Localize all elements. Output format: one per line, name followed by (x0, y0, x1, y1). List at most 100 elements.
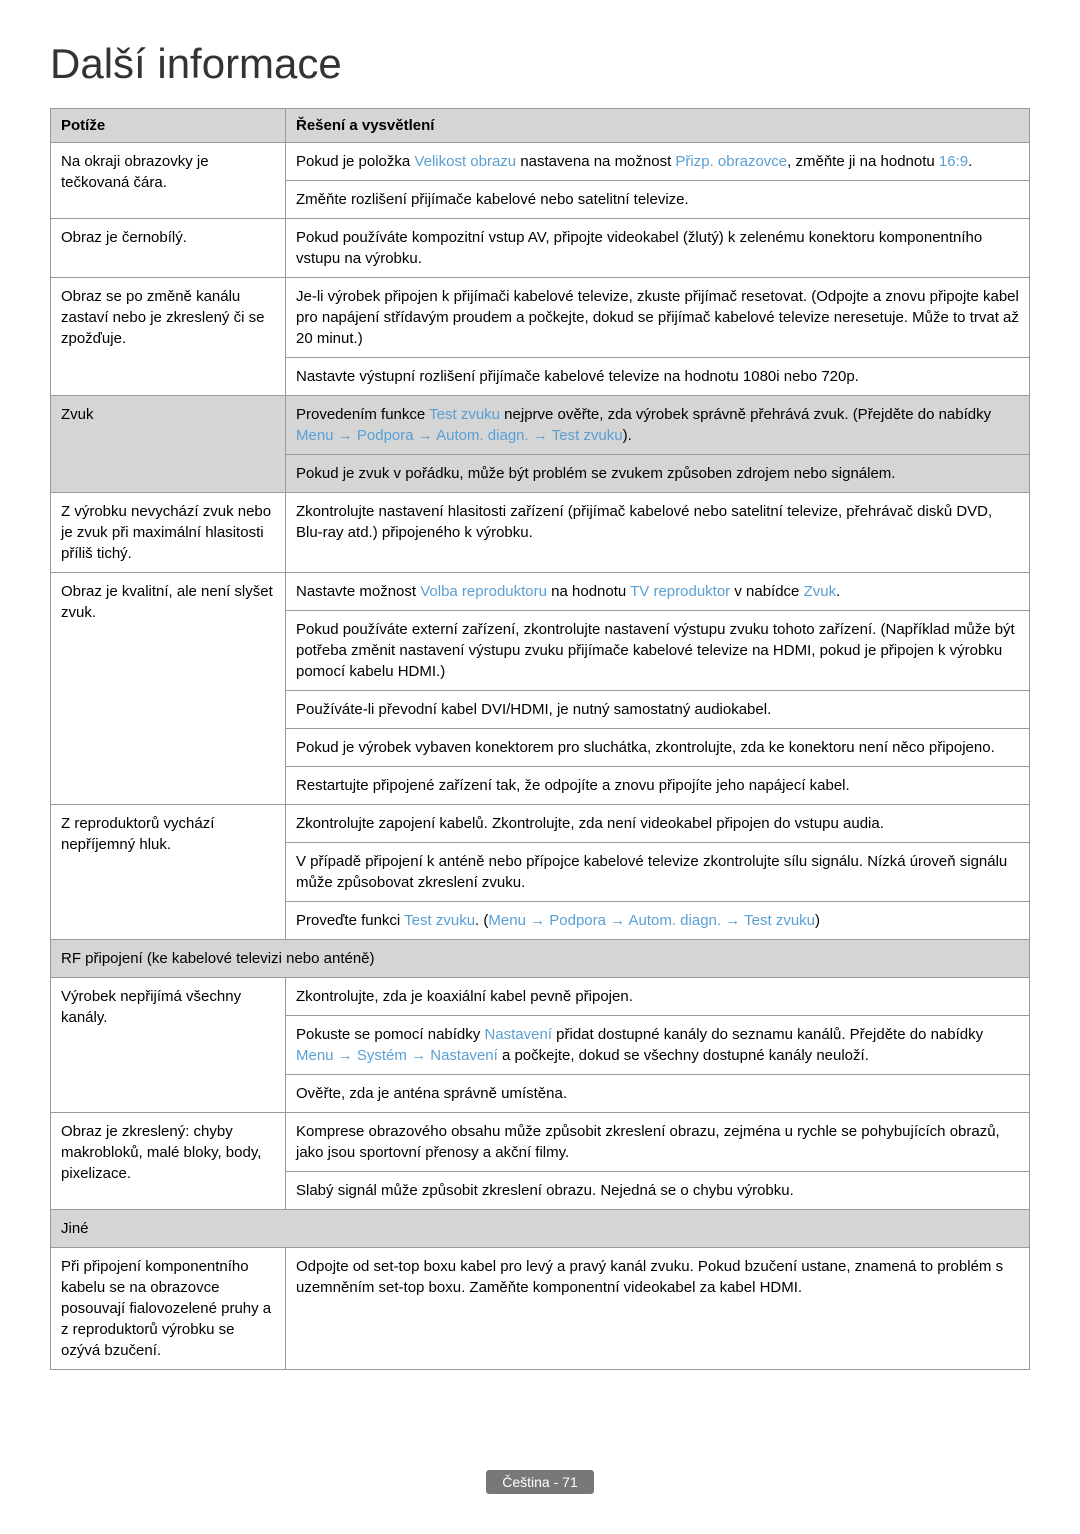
solution-block: Změňte rozlišení přijímače kabelové nebo… (296, 189, 1019, 210)
solution-block: Komprese obrazového obsahu může způsobit… (296, 1121, 1019, 1163)
highlight-text: Systém (357, 1047, 407, 1064)
text: Ověřte, zda je anténa správně umístěna. (296, 1085, 567, 1102)
text: Provedením funkce (296, 406, 429, 423)
solution-cell: Nastavte možnost Volba reproduktoru na h… (286, 573, 1030, 805)
table-row: Obraz je zkreslený: chyby makrobloků, ma… (51, 1113, 1030, 1210)
text: Pokud používáte externí zařízení, zkontr… (296, 621, 1015, 680)
issue-cell: Obraz je černobílý. (51, 219, 286, 278)
text: Odpojte od set-top boxu kabel pro levý a… (296, 1258, 1003, 1296)
text: v nabídce (730, 583, 803, 600)
highlight-text: → (334, 427, 357, 444)
highlight-text: 16:9 (939, 153, 968, 170)
table-row: Z reproduktorů vychází nepříjemný hluk. Z… (51, 805, 1030, 940)
solution-block: Pokud je zvuk v pořádku, může být problé… (296, 463, 1019, 484)
solution-block: Ověřte, zda je anténa správně umístěna. (296, 1083, 1019, 1104)
solution-cell: Zkontrolujte nastavení hlasitosti zaříze… (286, 493, 1030, 573)
solution-cell: Provedením funkce Test zvuku nejprve ově… (286, 396, 1030, 493)
solution-block: V případě připojení k anténě nebo přípoj… (296, 851, 1019, 893)
text: Komprese obrazového obsahu může způsobit… (296, 1123, 1000, 1161)
text: nastavena na možnost (516, 153, 675, 170)
highlight-text: Menu (296, 1047, 334, 1064)
issue-cell: Při připojení komponentního kabelu se na… (51, 1248, 286, 1370)
text: Používáte-li převodní kabel DVI/HDMI, je… (296, 701, 771, 718)
text: . ( (475, 912, 488, 929)
solution-block: Pokuste se pomocí nabídky Nastavení přid… (296, 1024, 1019, 1066)
highlight-text: → (721, 912, 744, 929)
table-row: ZvukProvedením funkce Test zvuku nejprve… (51, 396, 1030, 493)
solution-block: Pokud je položka Velikost obrazu nastave… (296, 151, 1019, 172)
text: . (968, 153, 972, 170)
solution-block: Restartujte připojené zařízení tak, že o… (296, 775, 1019, 796)
highlight-text: → (414, 427, 437, 444)
text: Pokud je položka (296, 153, 414, 170)
solution-block: Pokud používáte externí zařízení, zkontr… (296, 619, 1019, 682)
divider (286, 842, 1029, 843)
highlight-text: → (407, 1047, 430, 1064)
highlight-text: Menu (488, 912, 526, 929)
text: Nastavte výstupní rozlišení přijímače ka… (296, 368, 859, 385)
section-row: RF připojení (ke kabelové televizi nebo … (51, 940, 1030, 978)
table-row: Z výrobku nevychází zvuk nebo je zvuk př… (51, 493, 1030, 573)
text: . (836, 583, 840, 600)
issue-cell: Z výrobku nevychází zvuk nebo je zvuk př… (51, 493, 286, 573)
highlight-text: Test zvuku (429, 406, 500, 423)
highlight-text: Menu (296, 427, 334, 444)
highlight-text: Nastavení (430, 1047, 498, 1064)
issue-cell: Obraz je zkreslený: chyby makrobloků, ma… (51, 1113, 286, 1210)
divider (286, 1171, 1029, 1172)
solution-block: Odpojte od set-top boxu kabel pro levý a… (296, 1256, 1019, 1298)
issue-cell: Z reproduktorů vychází nepříjemný hluk. (51, 805, 286, 940)
highlight-text: Test zvuku (552, 427, 623, 444)
table-row: Obraz se po změně kanálu zastaví nebo je… (51, 278, 1030, 396)
highlight-text: Volba reproduktoru (420, 583, 547, 600)
highlight-text: Autom. diagn. (436, 427, 529, 444)
issue-cell: Obraz se po změně kanálu zastaví nebo je… (51, 278, 286, 396)
troubleshooting-table: Potíže Řešení a vysvětlení Na okraji obr… (50, 108, 1030, 1370)
divider (286, 766, 1029, 767)
text: Pokud používáte kompozitní vstup AV, při… (296, 229, 982, 267)
text: Je-li výrobek připojen k přijímači kabel… (296, 288, 1019, 347)
divider (286, 690, 1029, 691)
solution-block: Slabý signál může způsobit zkreslení obr… (296, 1180, 1019, 1201)
issue-cell: Obraz je kvalitní, ale není slyšet zvuk. (51, 573, 286, 805)
section-row: Jiné (51, 1210, 1030, 1248)
table-row: Obraz je černobílý. Pokud používáte kompo… (51, 219, 1030, 278)
highlight-text: Autom. diagn. (629, 912, 722, 929)
text: ). (623, 427, 632, 444)
table-row: Obraz je kvalitní, ale není slyšet zvuk.… (51, 573, 1030, 805)
divider (286, 728, 1029, 729)
highlight-text: → (334, 1047, 357, 1064)
highlight-text: → (529, 427, 552, 444)
solution-block: Nastavte výstupní rozlišení přijímače ka… (296, 366, 1019, 387)
text: Pokuste se pomocí nabídky (296, 1026, 484, 1043)
text: přidat dostupné kanály do seznamu kanálů… (552, 1026, 983, 1043)
highlight-text: Podpora (357, 427, 414, 444)
issue-cell: Výrobek nepřijímá všechny kanály. (51, 978, 286, 1113)
highlight-text: Velikost obrazu (414, 153, 516, 170)
text: Restartujte připojené zařízení tak, že o… (296, 777, 850, 794)
text: Zkontrolujte zapojení kabelů. Zkontroluj… (296, 815, 884, 832)
solution-block: Proveďte funkci Test zvuku. (Menu → Podp… (296, 910, 1019, 931)
text: ) (815, 912, 820, 929)
solution-cell: Zkontrolujte zapojení kabelů. Zkontroluj… (286, 805, 1030, 940)
highlight-text: Podpora (549, 912, 606, 929)
header-solution: Řešení a vysvětlení (286, 109, 1030, 143)
solution-cell: Je-li výrobek připojen k přijímači kabel… (286, 278, 1030, 396)
divider (286, 901, 1029, 902)
solution-cell: Odpojte od set-top boxu kabel pro levý a… (286, 1248, 1030, 1370)
text: Zkontrolujte nastavení hlasitosti zaříze… (296, 503, 992, 541)
highlight-text: Test zvuku (404, 912, 475, 929)
page-number-badge: Čeština - 71 (486, 1470, 593, 1494)
highlight-text: TV reproduktor (630, 583, 730, 600)
divider (286, 1015, 1029, 1016)
solution-block: Pokud používáte kompozitní vstup AV, při… (296, 227, 1019, 269)
solution-block: Provedením funkce Test zvuku nejprve ově… (296, 404, 1019, 446)
solution-cell: Zkontrolujte, zda je koaxiální kabel pev… (286, 978, 1030, 1113)
issue-cell: Na okraji obrazovky je tečkovaná čára. (51, 143, 286, 219)
highlight-text: Test zvuku (744, 912, 815, 929)
highlight-text: Nastavení (484, 1026, 552, 1043)
text: a počkejte, dokud se všechny dostupné ka… (498, 1047, 869, 1064)
text: Pokud je výrobek vybaven konektorem pro … (296, 739, 995, 756)
solution-cell: Pokud používáte kompozitní vstup AV, při… (286, 219, 1030, 278)
table-row: Při připojení komponentního kabelu se na… (51, 1248, 1030, 1370)
